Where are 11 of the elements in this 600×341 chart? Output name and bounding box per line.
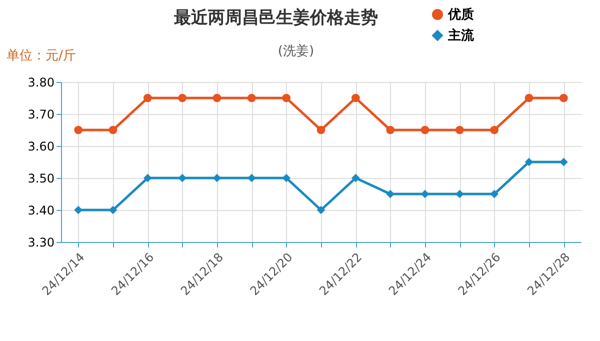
y-tick-label: 3.70 [28,108,54,122]
chart-subtitle: (洗姜) [278,43,314,59]
y-tick-label: 3.50 [28,172,54,186]
y-tick-label: 3.80 [28,76,54,90]
legend-label: 主流 [447,28,475,44]
y-tick-label: 3.30 [28,236,54,250]
legend-label: 优质 [447,6,474,22]
y-tick-label: 3.40 [28,204,54,218]
y-tick-label: 3.60 [28,140,54,154]
chart-title: 最近两周昌邑生姜价格走势 [173,7,378,28]
y-axis-title: 单位：元/斤 [6,48,76,64]
